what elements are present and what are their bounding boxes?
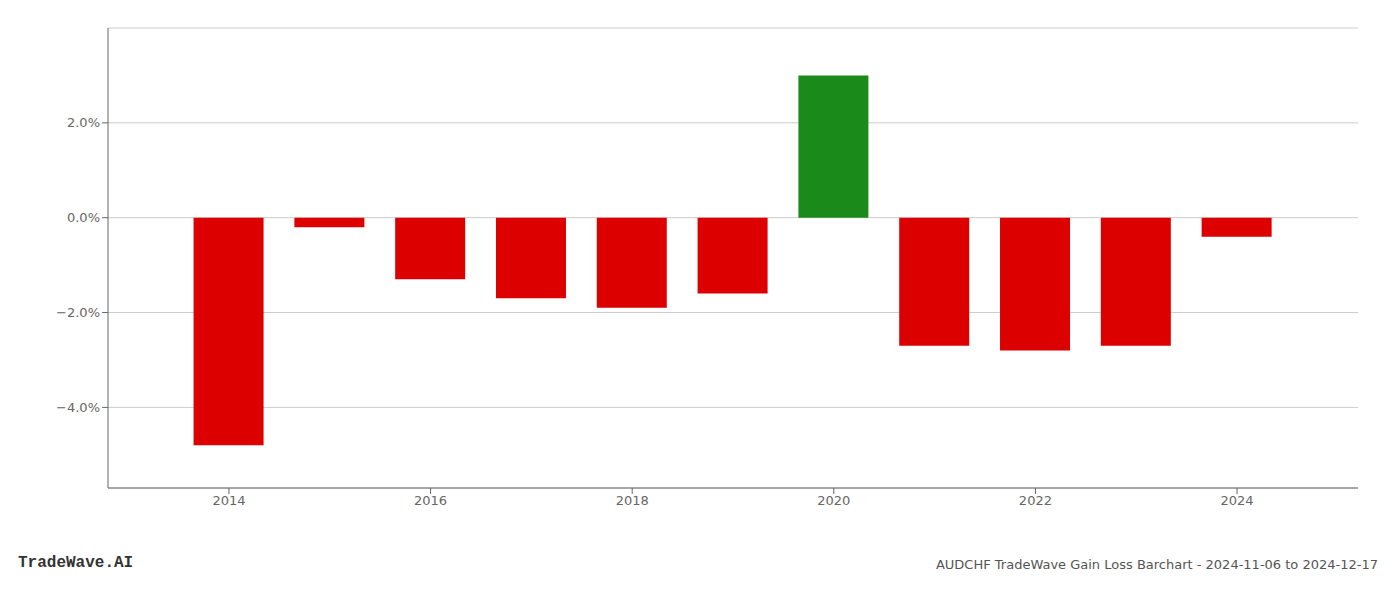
svg-text:2018: 2018 bbox=[616, 493, 649, 508]
svg-text:0.0%: 0.0% bbox=[67, 210, 100, 225]
svg-text:2.0%: 2.0% bbox=[67, 115, 100, 130]
svg-text:2024: 2024 bbox=[1220, 493, 1253, 508]
svg-text:−4.0%: −4.0% bbox=[56, 400, 100, 415]
svg-text:−2.0%: −2.0% bbox=[56, 305, 100, 320]
html-text:AUDCHF TradeWave Gain Loss Bar: AUDCHF TradeWave Gain Loss Barchart - 20… bbox=[935, 557, 1378, 572]
svg-text:2016: 2016 bbox=[414, 493, 447, 508]
svg-text:2020: 2020 bbox=[817, 493, 850, 508]
svg-text:2014: 2014 bbox=[212, 493, 245, 508]
svg-text:2022: 2022 bbox=[1019, 493, 1052, 508]
html-text:TradeWave.AI: TradeWave.AI bbox=[18, 554, 134, 572]
